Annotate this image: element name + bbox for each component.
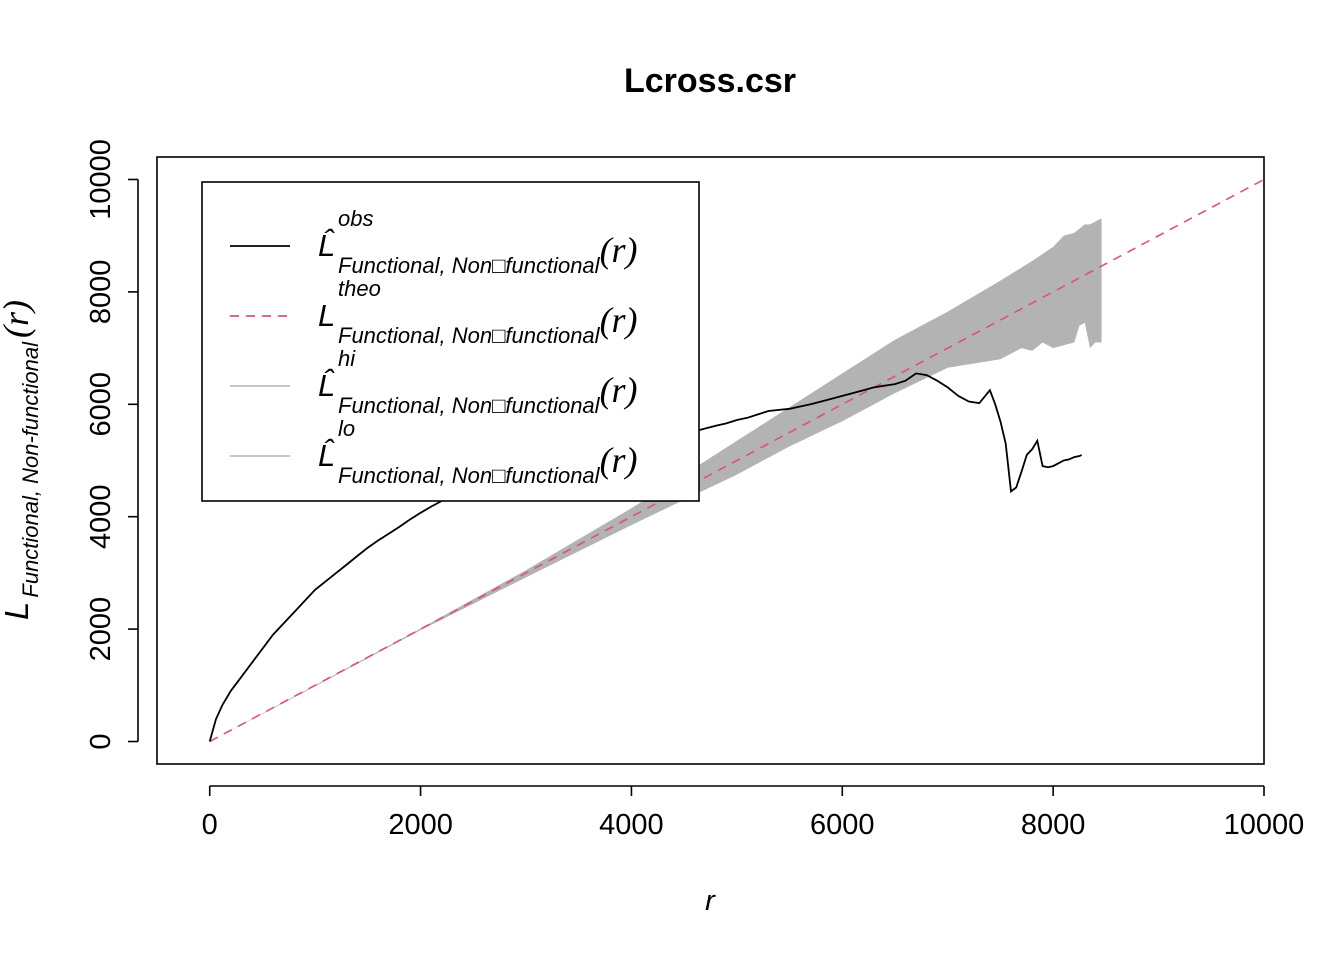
x-tick-label: 6000 xyxy=(810,809,875,841)
y-tick-label: 10000 xyxy=(85,139,117,220)
y-axis-title-subscript: Functional, Non-functional xyxy=(18,341,43,598)
legend-symbol: L̂ xyxy=(318,367,336,403)
legend-superscript: lo xyxy=(338,416,355,441)
y-tick-label: 8000 xyxy=(85,260,117,325)
axes: 0 2000 4000 6000 8000 10000 0 2000 4000 6000 8000 1… xyxy=(85,139,1304,841)
x-axis-title: r xyxy=(705,885,716,917)
legend-arg: (r) xyxy=(600,230,638,270)
y-axis-title-arg: (r) xyxy=(0,300,36,338)
legend-superscript: hi xyxy=(338,346,356,371)
legend-label-lo: L̂lo Functional, Non□functional(r) xyxy=(318,416,638,488)
x-tick-label: 4000 xyxy=(599,809,664,841)
legend-label-hi: L̂hi Functional, Non□functional(r) xyxy=(318,346,638,418)
legend-subscript: Functional, Non□functional xyxy=(338,253,601,278)
y-tick-label: 0 xyxy=(85,733,117,749)
legend-superscript: obs xyxy=(338,206,373,231)
legend-symbol: L xyxy=(318,298,335,333)
svg-text:L Functional, Non-functi: L Functional, Non-functional (r) xyxy=(0,300,43,620)
legend-arg: (r) xyxy=(600,370,638,410)
y-tick-label: 6000 xyxy=(85,372,117,437)
plot-box xyxy=(156,156,1265,765)
x-tick-label: 8000 xyxy=(1021,809,1086,841)
y-tick-label: 4000 xyxy=(85,484,117,549)
legend-arg: (r) xyxy=(600,300,638,340)
legend-subscript: Functional, Non□functional xyxy=(338,323,601,348)
legend-arg: (r) xyxy=(600,440,638,480)
legend-subscript: Functional, Non□functional xyxy=(338,463,601,488)
chart-title: Lcross.csr xyxy=(624,62,796,100)
legend-symbol: L̂ xyxy=(318,437,336,473)
legend-box xyxy=(201,181,700,502)
x-tick-label: 2000 xyxy=(388,809,453,841)
x-tick-label: 0 xyxy=(202,809,218,841)
x-tick-label: 10000 xyxy=(1224,809,1305,841)
legend-label-theo: Ltheo Functional, Non□functional(r) xyxy=(318,276,638,348)
legend-subscript: Functional, Non□functional xyxy=(338,393,601,418)
y-tick-label: 2000 xyxy=(85,597,117,662)
y-axis-title-main: L xyxy=(0,602,35,620)
legend-symbol: L̂ xyxy=(318,227,336,263)
y-axis-title: L Functional, Non-functional (r) xyxy=(0,300,43,620)
legend: L̂obs Functional, Non□functional(r)Ltheo F… xyxy=(201,181,700,502)
legend-superscript: theo xyxy=(338,276,381,301)
series-theo-line xyxy=(209,178,1265,743)
legend-label-obs: L̂obs Functional, Non□functional(r) xyxy=(318,206,638,278)
